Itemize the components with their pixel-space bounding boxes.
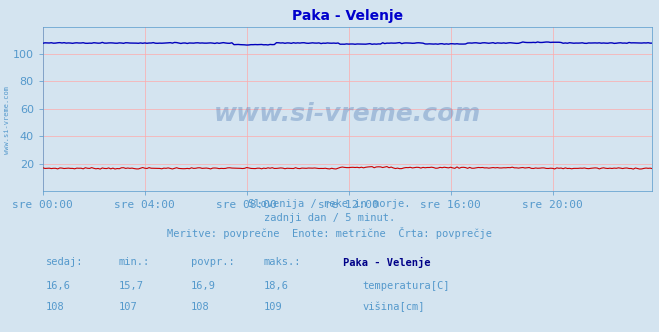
Text: www.si-vreme.com: www.si-vreme.com bbox=[4, 86, 10, 153]
Title: Paka - Velenje: Paka - Velenje bbox=[292, 9, 403, 23]
Text: 16,9: 16,9 bbox=[191, 281, 216, 290]
Text: 16,6: 16,6 bbox=[46, 281, 71, 290]
Text: Paka - Velenje: Paka - Velenje bbox=[343, 257, 430, 268]
Text: 15,7: 15,7 bbox=[119, 281, 144, 290]
Text: 108: 108 bbox=[191, 302, 210, 312]
Text: povpr.:: povpr.: bbox=[191, 257, 235, 267]
Text: maks.:: maks.: bbox=[264, 257, 301, 267]
Text: Slovenija / reke in morje.: Slovenija / reke in morje. bbox=[248, 199, 411, 209]
Text: temperatura[C]: temperatura[C] bbox=[362, 281, 450, 290]
Text: 109: 109 bbox=[264, 302, 282, 312]
Text: sedaj:: sedaj: bbox=[46, 257, 84, 267]
Text: www.si-vreme.com: www.si-vreme.com bbox=[214, 102, 481, 125]
Text: 108: 108 bbox=[46, 302, 65, 312]
Text: Meritve: povprečne  Enote: metrične  Črta: povprečje: Meritve: povprečne Enote: metrične Črta:… bbox=[167, 227, 492, 239]
Text: 18,6: 18,6 bbox=[264, 281, 289, 290]
Text: zadnji dan / 5 minut.: zadnji dan / 5 minut. bbox=[264, 213, 395, 223]
Text: višina[cm]: višina[cm] bbox=[362, 302, 425, 312]
Text: 107: 107 bbox=[119, 302, 137, 312]
Text: min.:: min.: bbox=[119, 257, 150, 267]
